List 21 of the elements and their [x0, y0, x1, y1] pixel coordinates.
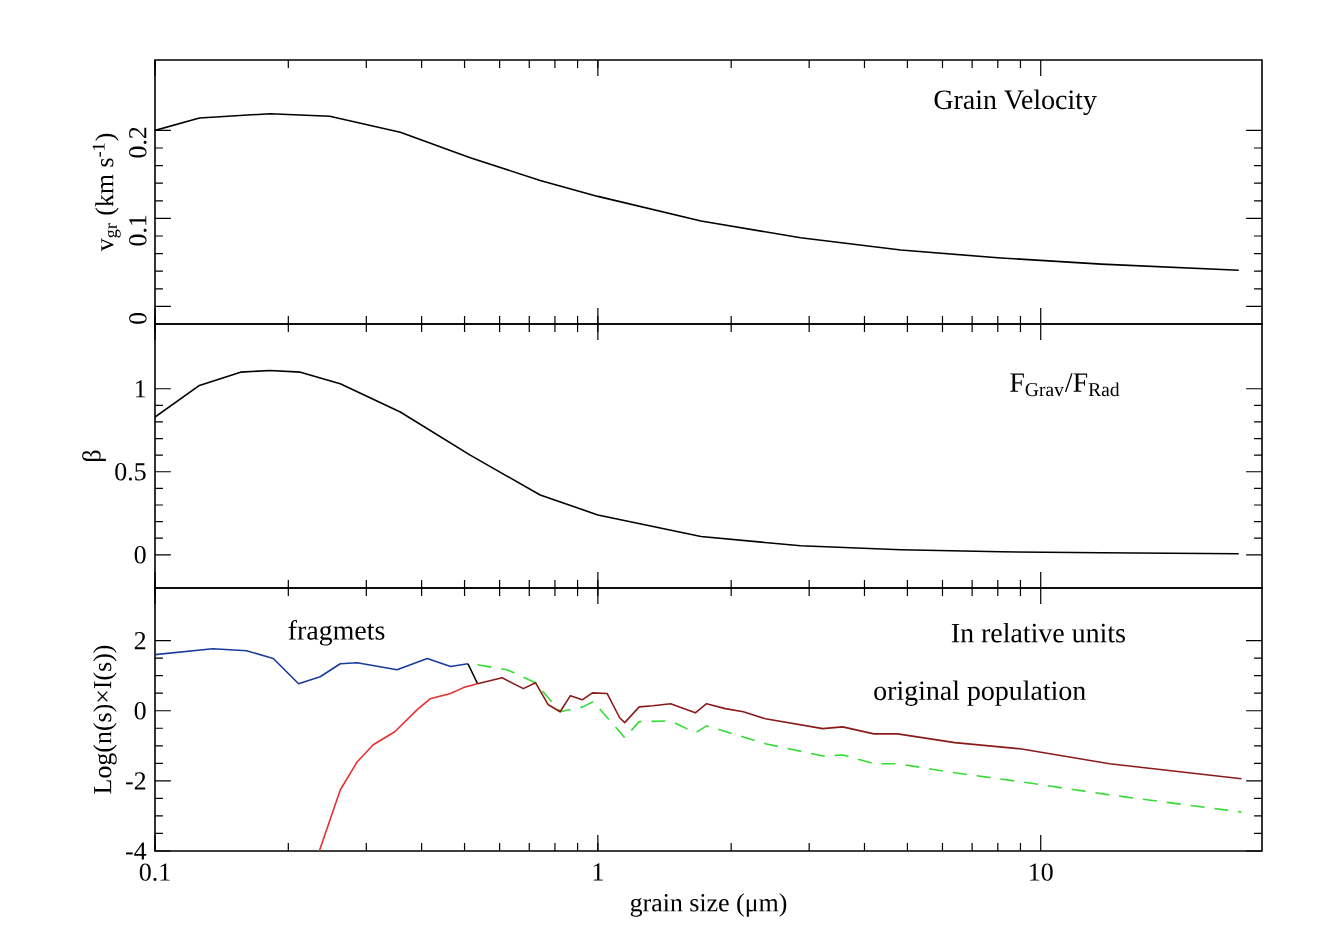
x-tick-label: 1	[593, 863, 603, 881]
annotation: Grain Velocity	[934, 89, 1097, 115]
y-tick-label: -4	[126, 842, 147, 860]
y-tick-label: 1	[135, 380, 146, 398]
annotation: fragmets	[288, 619, 385, 646]
y-tick-label: 0	[129, 312, 147, 324]
y-tick-label: 0	[134, 702, 146, 720]
y-tick-label: 2	[134, 632, 146, 650]
y-tick-label: 0.1	[129, 215, 147, 246]
y-axis-title: β	[82, 450, 106, 461]
x-axis-title: grain size (μm)	[630, 893, 787, 917]
y-tick-label: 0	[134, 546, 146, 564]
y-axis-title: Log(n(s)×I(s))	[93, 645, 117, 794]
y-axis-title: v$_{gr}$ (km s$^{-1}$)	[92, 133, 121, 252]
annotation: F$_{Grav}$/F$_{Rad}$	[1010, 373, 1120, 397]
y-tick-label: 0.2	[129, 127, 147, 158]
y-tick-label: 0.5	[115, 462, 146, 481]
x-tick-label: 10	[1030, 863, 1053, 881]
annotation: original population	[874, 680, 1086, 706]
y-tick-label: -2	[126, 772, 146, 790]
annotation: In relative units	[951, 622, 1125, 643]
